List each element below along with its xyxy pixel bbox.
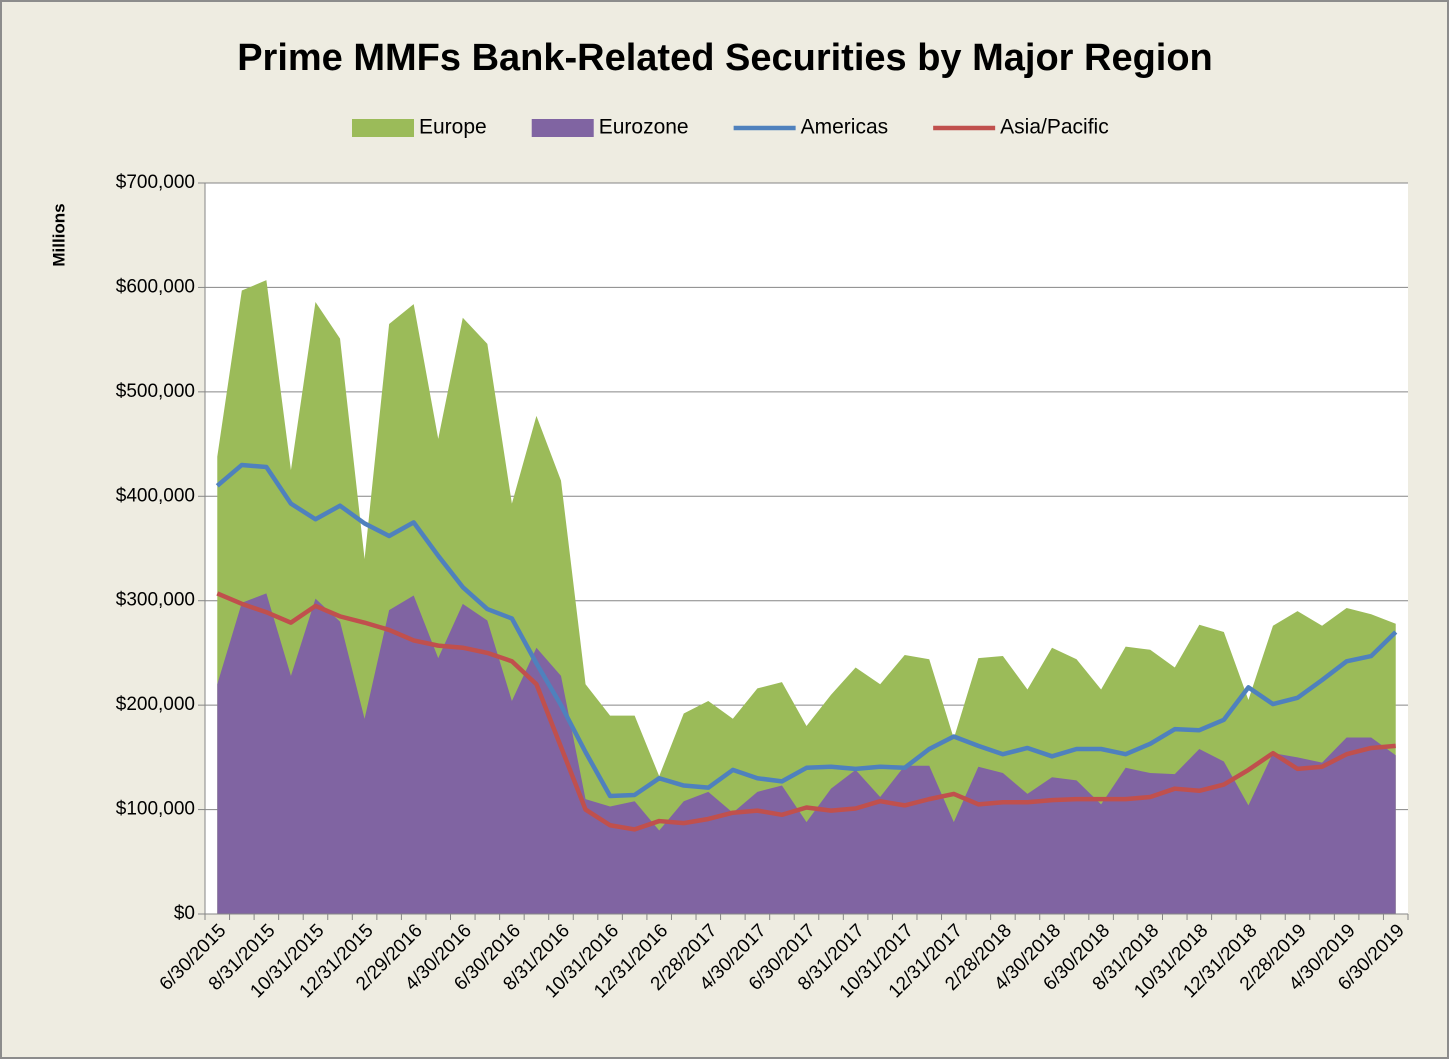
line bbox=[216, 591, 1396, 832]
legend-label: Asia/Pacific bbox=[1000, 116, 1109, 139]
y-tick-label: $300,000 bbox=[116, 590, 195, 611]
y-tick-label: $700,000 bbox=[116, 172, 195, 193]
y-tick-label: $0 bbox=[174, 903, 195, 924]
y-tick-label: $200,000 bbox=[116, 694, 195, 715]
legend-label: Americas bbox=[801, 116, 889, 139]
line bbox=[215, 462, 1398, 799]
y-tick-label: $400,000 bbox=[116, 485, 195, 506]
legend-label: Europe bbox=[419, 116, 487, 139]
y-tick-label: $100,000 bbox=[116, 799, 195, 820]
chart-title: Prime MMFs Bank-Related Securities by Ma… bbox=[237, 37, 1213, 79]
legend-swatch bbox=[531, 119, 594, 137]
legend-label: Eurozone bbox=[599, 116, 689, 139]
y-tick-label: $600,000 bbox=[116, 276, 195, 297]
y-axis-title: Millions bbox=[49, 203, 68, 266]
legend-swatch bbox=[352, 119, 414, 137]
y-tick-label: $500,000 bbox=[116, 381, 195, 402]
area bbox=[217, 593, 1396, 914]
